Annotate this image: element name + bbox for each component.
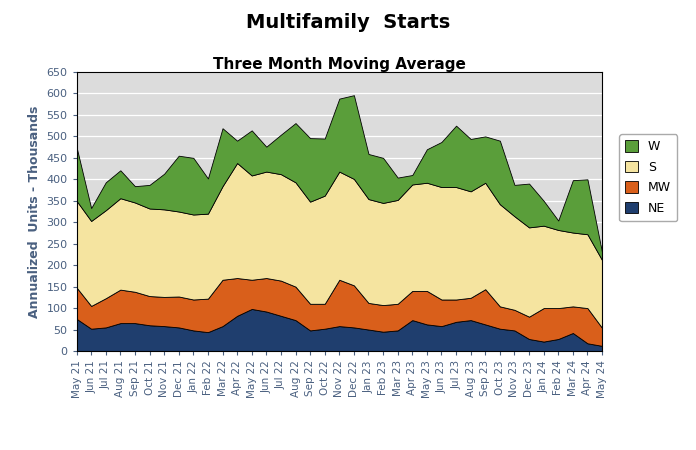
Text: Multifamily  Starts: Multifamily Starts [246, 14, 450, 32]
Title: Three Month Moving Average: Three Month Moving Average [213, 57, 466, 72]
Y-axis label: Annualized  Units - Thousands: Annualized Units - Thousands [28, 105, 41, 318]
Legend: W, S, MW, NE: W, S, MW, NE [619, 134, 677, 221]
